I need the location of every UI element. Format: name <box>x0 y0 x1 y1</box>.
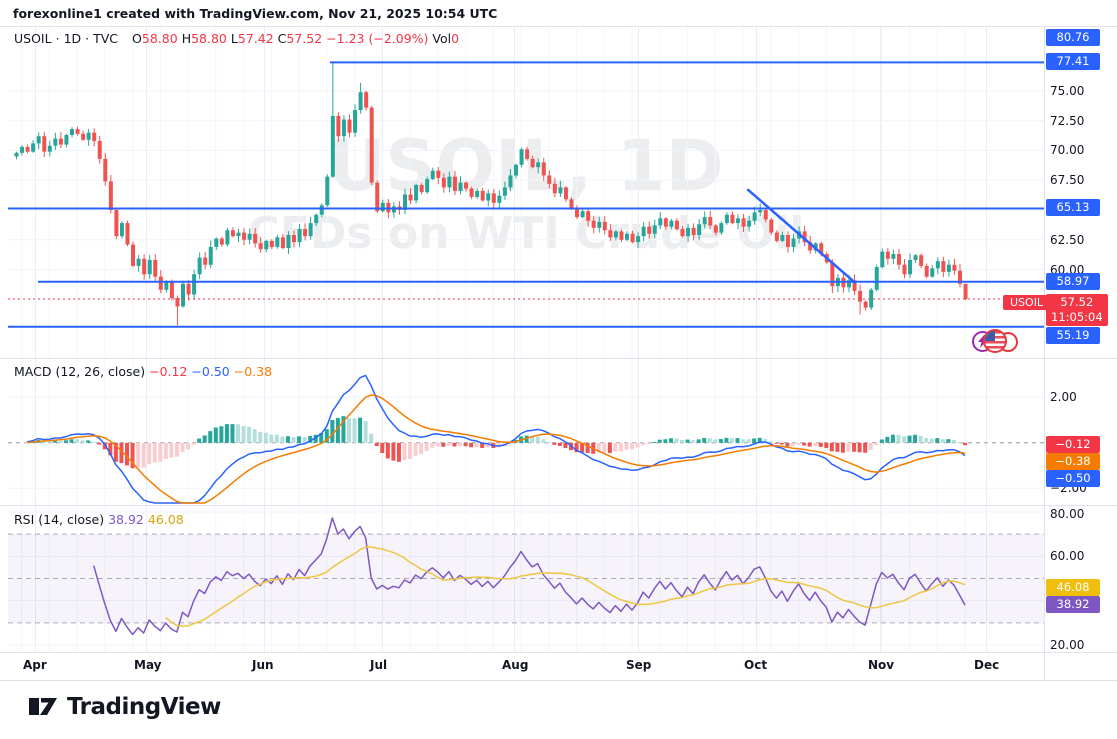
axis-price-badge: 55.19 <box>1046 327 1100 344</box>
macd-title[interactable]: MACD (12, 26, close) <box>14 364 146 379</box>
axis-price-badge: 77.41 <box>1046 53 1100 70</box>
axis-tick-label: 2.00 <box>1050 390 1077 404</box>
time-tick-label: Jul <box>370 658 388 672</box>
price-line-label: USOIL <box>1003 295 1051 310</box>
legend-separator: · <box>85 31 90 46</box>
axis-price-badge: 38.92 <box>1046 596 1100 613</box>
axis-tick-label: 72.50 <box>1050 114 1085 128</box>
time-tick-label: May <box>134 658 162 672</box>
rsi-ma-value: 46.08 <box>147 512 184 527</box>
axis-price-badge: 80.76 <box>1046 29 1100 46</box>
high-label: H <box>181 31 192 46</box>
open-label: O <box>132 31 142 46</box>
axis-price-badge: 57.52 11:05:04 <box>1046 294 1108 326</box>
volume-value: 0 <box>451 31 460 46</box>
legend-exchange: TVC <box>93 31 119 46</box>
axis-tick-label: 20.00 <box>1050 638 1085 652</box>
axis-price-badge: 58.97 <box>1046 273 1100 290</box>
legend-separator: · <box>55 31 60 46</box>
tradingview-logo-text: TradingView <box>67 694 221 720</box>
axis-tick-label: 75.00 <box>1050 84 1085 98</box>
macd-hist-value: −0.12 <box>149 364 188 379</box>
tradingview-logo-icon <box>29 698 57 715</box>
symbol-icons <box>972 328 1024 354</box>
time-tick-label: Jun <box>252 658 274 672</box>
axis-tick-label: 70.00 <box>1050 143 1085 157</box>
axis-price-badge: −0.50 <box>1046 470 1100 487</box>
low-value: 57.42 <box>237 31 274 46</box>
time-tick-label: Aug <box>502 658 529 672</box>
macd-legend[interactable]: MACD (12, 26, close) −0.12 −0.50 −0.38 <box>14 364 276 379</box>
time-tick-label: Oct <box>744 658 768 672</box>
axis-price-badge: −0.12 <box>1046 436 1100 453</box>
axis-price-badge: 46.08 <box>1046 579 1100 596</box>
close-value: 57.52 <box>286 31 323 46</box>
change-value: −1.23 (−2.09%) <box>326 31 429 46</box>
axis-tick-label: 60.00 <box>1050 549 1085 563</box>
high-value: 58.80 <box>191 31 227 46</box>
open-value: 58.80 <box>141 31 178 46</box>
us-flag-icon <box>983 329 1007 353</box>
legend-symbol[interactable]: USOIL <box>14 31 52 46</box>
time-tick-label: Nov <box>868 658 895 672</box>
macd-line-value: −0.50 <box>191 364 230 379</box>
axis-price-badge: −0.38 <box>1046 453 1100 470</box>
attribution-text: forexonline1 created with TradingView.co… <box>13 6 498 21</box>
close-label: C <box>277 31 287 46</box>
rsi-value: 38.92 <box>108 512 144 527</box>
axis-tick-label: 80.00 <box>1050 507 1085 521</box>
low-label: L <box>230 31 238 46</box>
legend-interval[interactable]: 1D <box>63 31 82 46</box>
time-tick-label: Apr <box>23 658 47 672</box>
axis-tick-label: 67.50 <box>1050 173 1085 187</box>
time-tick-label: Dec <box>974 658 1000 672</box>
tradingview-logo[interactable]: TradingView <box>28 694 221 720</box>
macd-signal-value: −0.38 <box>233 364 273 379</box>
time-tick-label: Sep <box>626 658 652 672</box>
rsi-title[interactable]: RSI (14, close) <box>14 512 105 527</box>
main-legend[interactable]: USOIL · 1D · TVC O58.80 H58.80 L57.42 C57.52 −1.2… <box>14 31 463 46</box>
axis-price-badge: 65.13 <box>1046 199 1100 216</box>
axis-tick-label: 62.50 <box>1050 233 1085 247</box>
volume-label: Vol <box>432 31 452 46</box>
rsi-legend[interactable]: RSI (14, close) 38.92 46.08 <box>14 512 188 527</box>
